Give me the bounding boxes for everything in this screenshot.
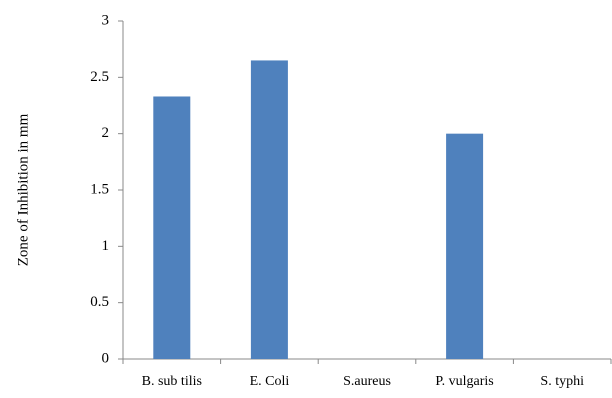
- y-tick-label: 3: [102, 12, 110, 28]
- x-tick-labels: B. sub tilis E. Coli S.aureus P. vulgaris S.…: [142, 374, 584, 389]
- x-tick-label: B. sub tilis: [142, 374, 202, 389]
- y-tick-label: 1.5: [90, 181, 109, 197]
- bar: [446, 133, 484, 359]
- y-tick-label: 0.5: [90, 294, 109, 310]
- y-tick-label: 1: [102, 238, 110, 254]
- y-tick-label: 2.5: [90, 69, 109, 85]
- x-tick-label: P. vulgaris: [435, 374, 493, 389]
- bars: [153, 60, 484, 359]
- bar: [153, 96, 191, 359]
- y-tick-label: 2: [102, 125, 110, 141]
- x-tick-label: S.aureus: [343, 374, 391, 389]
- x-tick-label: S. typhi: [540, 374, 584, 389]
- bar: [250, 60, 288, 359]
- axes: [118, 20, 612, 364]
- x-tick-label: E. Coli: [250, 374, 290, 389]
- y-axis-title: Zone of Inhibition in mm: [15, 113, 31, 266]
- y-tick-labels: 0 0.5 1 1.5 2 2.5 3: [90, 12, 109, 366]
- y-tick-label: 0: [102, 350, 110, 366]
